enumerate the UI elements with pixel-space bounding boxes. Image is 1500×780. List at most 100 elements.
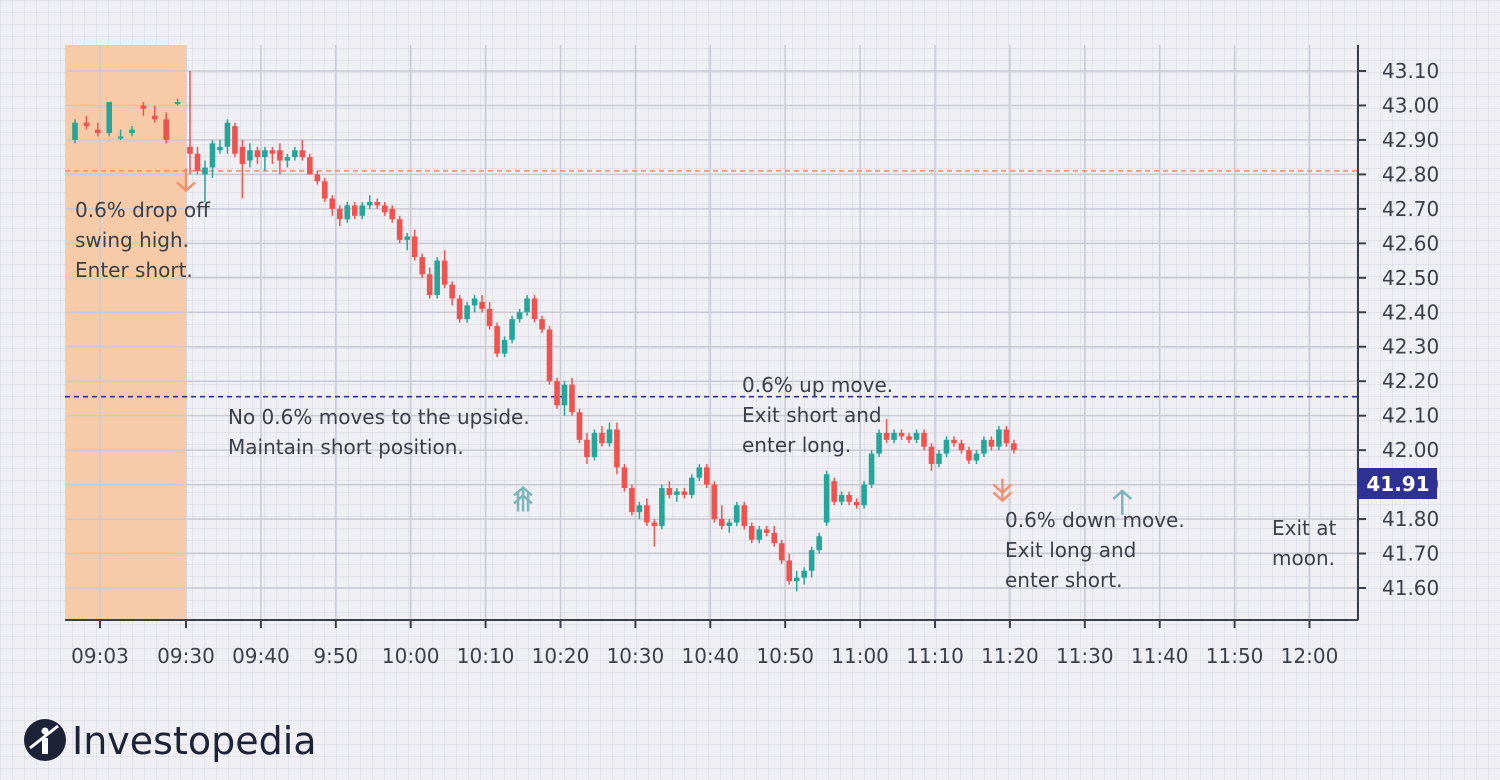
candle-body [232, 126, 238, 154]
candle-body [584, 439, 590, 458]
candle [307, 153, 313, 175]
candle-body [479, 301, 485, 309]
y-tick-label: 41.70 [1382, 542, 1439, 566]
candle-body [456, 298, 463, 320]
candle [793, 570, 800, 592]
candle-body [861, 484, 867, 506]
candle [771, 525, 778, 547]
candle-body [778, 543, 785, 561]
y-tick-label: 42.40 [1382, 300, 1439, 324]
candle-body [958, 443, 965, 451]
candle [539, 315, 545, 333]
investopedia-logo-icon [24, 719, 66, 761]
x-tick-label: 10:40 [681, 644, 739, 668]
premarket-candle [117, 129, 124, 140]
candle [711, 481, 718, 523]
candle-body [898, 432, 905, 437]
y-tick-label: 42.60 [1382, 231, 1439, 255]
candle [891, 429, 897, 444]
enter-short-note: 0.6% drop off swing high. Enter short. [75, 198, 211, 282]
candle-body [674, 491, 680, 495]
last-price-tag-bg [1358, 468, 1437, 499]
premarket-candle [72, 119, 78, 144]
candle [689, 474, 695, 499]
candle [868, 450, 875, 489]
candle [509, 315, 515, 344]
y-tick-label: 42.80 [1382, 162, 1439, 186]
premarket-zone [65, 45, 185, 620]
candle [831, 477, 837, 506]
candle-body [322, 181, 328, 199]
exit-note: Exit at moon. [1272, 516, 1336, 570]
candle-body [659, 488, 665, 526]
candle-body [277, 150, 283, 161]
premarket-candle [163, 112, 169, 144]
candle-body [733, 505, 740, 523]
candle [816, 532, 822, 554]
x-tick-label: 10:00 [382, 644, 440, 668]
annotation-line: enter short. [1005, 568, 1122, 592]
candle [479, 295, 485, 313]
candle-body [973, 453, 980, 461]
candle-body [569, 384, 575, 413]
candle-body [823, 474, 830, 523]
candle [966, 446, 972, 464]
candle-body [486, 308, 493, 327]
candle-body [396, 219, 403, 240]
last-price-value: 41.91 [1366, 472, 1429, 496]
annotation-line: moon. [1272, 546, 1335, 570]
candle-body [269, 150, 276, 154]
x-tick-label: 11:10 [906, 644, 964, 668]
candle [696, 463, 703, 482]
candle [217, 139, 223, 154]
candle [464, 301, 470, 323]
candle-body [284, 157, 291, 161]
candle-body [1003, 429, 1010, 444]
candle-body [202, 167, 208, 175]
candle [337, 205, 343, 227]
y-tick-label: 42.90 [1382, 128, 1439, 152]
candle-body [951, 439, 957, 444]
candle [876, 429, 882, 458]
candle [449, 281, 455, 306]
candle-body [262, 150, 268, 158]
candle [704, 463, 710, 489]
candle-body [299, 150, 306, 158]
candle-body [748, 525, 755, 540]
candle-body [689, 477, 695, 495]
candle-body [419, 257, 425, 275]
candle [861, 481, 867, 509]
candle-body [621, 467, 628, 489]
candle-body [606, 429, 613, 444]
candle [756, 525, 763, 544]
candle-body [801, 570, 807, 578]
candle-body [943, 439, 950, 454]
up-move-note: 0.6% up move. Exit short and enter long. [742, 373, 893, 457]
candle-body [876, 432, 882, 454]
candle-body [928, 446, 935, 464]
x-tick-label: 11:50 [1206, 644, 1264, 668]
candle-body [726, 522, 733, 526]
candle [883, 419, 890, 444]
candle-body [771, 532, 778, 544]
candle [494, 322, 500, 358]
x-tick-label: 10:50 [756, 644, 814, 668]
candle [1011, 439, 1017, 454]
candle [778, 539, 785, 564]
candle [501, 336, 508, 358]
x-tick-label: 10:30 [607, 644, 665, 668]
investopedia-logo: Investopedia [24, 719, 317, 763]
candle [674, 488, 680, 502]
candle [943, 436, 950, 458]
candle-body [129, 129, 135, 134]
candle-body [883, 432, 890, 440]
candle-body [140, 105, 147, 109]
candle-body [434, 260, 440, 296]
candle-body [72, 122, 78, 140]
candle [284, 153, 291, 168]
candle [277, 143, 283, 175]
y-tick-labels: 43.10 43.00 42.90 42.80 42.70 42.60 42.50 42.40… [1358, 59, 1439, 600]
x-tick-label: 10:10 [457, 644, 515, 668]
candle-body [936, 453, 942, 464]
candle [576, 408, 583, 444]
